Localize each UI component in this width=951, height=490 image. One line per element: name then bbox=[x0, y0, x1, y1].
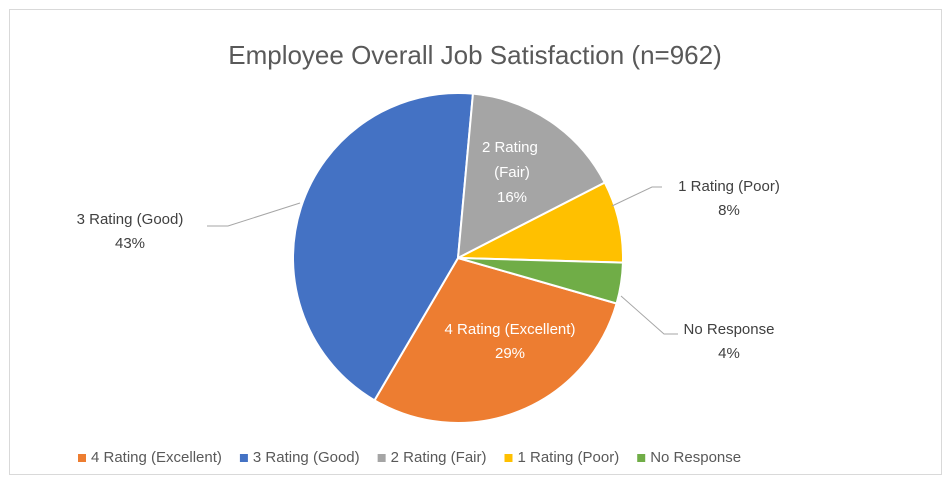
legend-swatch bbox=[78, 454, 86, 462]
pie-slice bbox=[456, 92, 607, 260]
data-label-category: 1 Rating (Poor) bbox=[678, 178, 780, 195]
data-label-value: 4% bbox=[718, 345, 740, 362]
legend-label: No Response bbox=[650, 449, 741, 466]
legend-label: 2 Rating (Fair) bbox=[391, 449, 487, 466]
data-labels: 4 Rating (Excellent) 29% 3 Rating (Good) 43… bbox=[77, 139, 780, 362]
legend-swatch bbox=[377, 454, 386, 462]
data-label-category: 3 Rating (Good) bbox=[77, 211, 184, 228]
legend-swatch bbox=[239, 454, 248, 462]
legend-label: 1 Rating (Poor) bbox=[518, 449, 620, 466]
leader-line bbox=[207, 202, 301, 227]
chart-title: Employee Overall Job Satisfaction (n=962… bbox=[228, 40, 722, 70]
data-label-value: 43% bbox=[115, 235, 145, 252]
leader-line bbox=[611, 186, 662, 207]
legend-label: 4 Rating (Excellent) bbox=[91, 449, 222, 466]
data-label-value: 8% bbox=[718, 202, 740, 219]
data-label-category: 2 Rating (Fair) bbox=[482, 139, 542, 181]
pie bbox=[292, 92, 624, 424]
legend-label: 3 Rating (Good) bbox=[253, 449, 360, 466]
data-label-category: No Response bbox=[684, 321, 775, 338]
legend: 4 Rating (Excellent) 3 Rating (Good) 2 Rat… bbox=[78, 449, 741, 466]
legend-swatch bbox=[637, 454, 646, 462]
data-label-value: 29% bbox=[495, 345, 525, 362]
pie-slice bbox=[457, 257, 624, 305]
data-label-value: 16% bbox=[497, 189, 527, 206]
legend-swatch bbox=[504, 454, 513, 462]
leader-line bbox=[620, 295, 678, 335]
data-label-category: 4 Rating (Excellent) bbox=[445, 321, 576, 338]
pie-slice bbox=[292, 92, 475, 402]
pie-slice bbox=[373, 256, 618, 424]
